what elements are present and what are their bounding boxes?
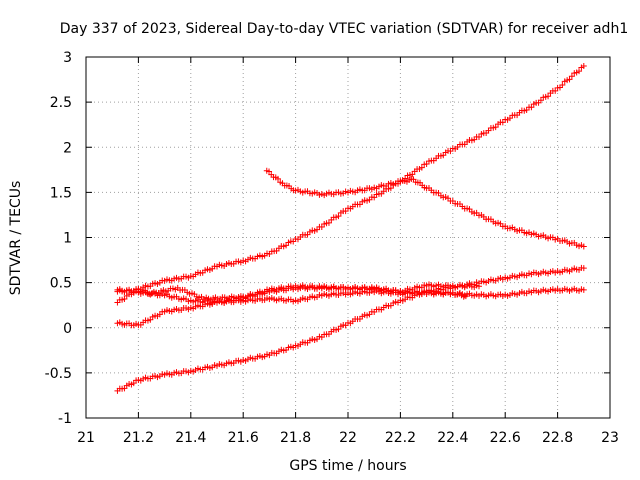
y-tick-label: 2 xyxy=(63,140,72,156)
y-tick-label: 0 xyxy=(63,321,72,337)
data-point xyxy=(318,224,325,231)
data-point xyxy=(580,286,587,293)
x-tick-label: 23 xyxy=(601,430,619,446)
x-tick-label: 22.4 xyxy=(437,430,468,446)
data-point xyxy=(462,293,469,300)
y-tick-label: 0.5 xyxy=(50,276,72,292)
data-point xyxy=(266,168,273,175)
x-tick-label: 22.6 xyxy=(490,430,521,446)
data-point xyxy=(528,104,535,111)
data-point xyxy=(476,283,482,290)
data-point xyxy=(418,164,425,171)
chart-title: Day 337 of 2023, Sidereal Day-to-day VTE… xyxy=(60,21,628,37)
y-tick-label: -0.5 xyxy=(45,366,72,382)
x-tick-label: 22 xyxy=(339,430,357,446)
data-point xyxy=(409,171,416,178)
y-tick-labels: -1 -0.5 0 0.5 1 1.5 2 2.5 3 xyxy=(45,50,72,427)
data-point xyxy=(566,76,573,83)
x-tick-labels: 21 21.2 21.4 21.6 21.8 22 22.2 22.4 22.6 22.8 23 xyxy=(77,430,619,446)
series-satellite-b xyxy=(114,264,587,394)
series-satellite-f xyxy=(114,281,482,303)
y-axis-label: SDTVAR / TECUs xyxy=(8,181,24,296)
y-tick-label: 1.5 xyxy=(50,185,72,201)
x-tick-label: 21 xyxy=(77,430,95,446)
x-tick-label: 21.8 xyxy=(280,430,311,446)
series-satellite-a xyxy=(114,63,587,306)
x-tick-label: 21.4 xyxy=(175,430,206,446)
x-tick-label: 21.6 xyxy=(228,430,259,446)
y-tick-label: 1 xyxy=(63,231,72,247)
data-marks xyxy=(114,63,587,394)
data-point xyxy=(121,295,128,302)
data-point xyxy=(335,213,342,220)
data-point xyxy=(580,63,587,70)
x-tick-label: 21.2 xyxy=(123,430,154,446)
y-tick-label: 3 xyxy=(63,50,72,66)
y-tick-label: -1 xyxy=(58,411,72,427)
data-point xyxy=(580,265,587,272)
x-axis-label: GPS time / hours xyxy=(289,458,406,474)
data-point xyxy=(568,73,575,80)
x-tick-label: 22.8 xyxy=(542,430,573,446)
series-satellite-c xyxy=(263,167,587,250)
data-point xyxy=(576,68,583,75)
y-tick-label: 2.5 xyxy=(50,95,72,111)
data-point xyxy=(476,134,482,141)
data-point xyxy=(275,175,282,182)
ticks-layer xyxy=(85,56,611,419)
x-tick-label: 22.2 xyxy=(385,430,416,446)
data-point xyxy=(545,93,552,100)
grid-layer xyxy=(86,57,610,418)
data-point xyxy=(580,243,587,250)
data-point xyxy=(559,81,566,88)
